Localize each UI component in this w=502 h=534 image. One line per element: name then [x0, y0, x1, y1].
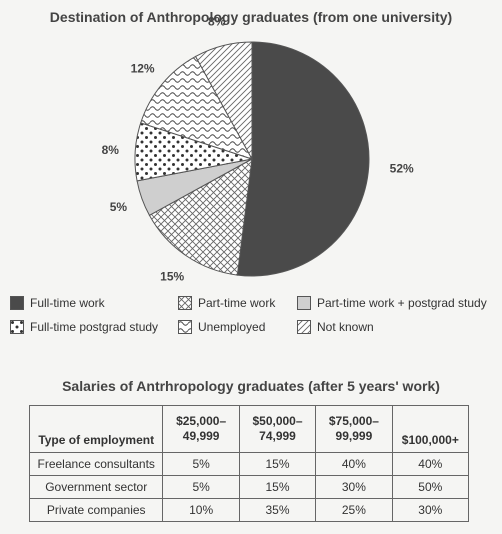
legend-swatch-crosshatch [178, 296, 192, 310]
salary-table: Type of employment $25,000– 49,999 $50,0… [28, 405, 470, 522]
table-cell: 50% [391, 475, 470, 499]
pie-slice-unemployed [140, 55, 254, 160]
legend-swatch-solid-dark [10, 296, 24, 310]
table-cell: 25% [315, 498, 393, 522]
table-cell: 30% [315, 475, 393, 499]
table-title: Salaries of Antrhropology graduates (aft… [62, 378, 440, 394]
column-header-line: $50,000– [252, 414, 303, 428]
pie-slice-full-time-work [236, 41, 370, 277]
legend-label: Unemployed [198, 320, 266, 334]
table-cell: 40% [315, 452, 393, 476]
column-header-line: $25,000– [176, 414, 227, 428]
column-header-type: Type of employment [28, 405, 164, 453]
pie-slice-value-label: 15% [160, 269, 184, 283]
legend-swatch-light-grey [297, 296, 311, 310]
pie-slice-value-label: 52% [390, 161, 414, 175]
pie-chart: 52% 15% 5% 8% 12% 8% [102, 15, 414, 284]
column-header-band-2: $50,000– 74,999 [238, 405, 317, 453]
legend-label: Full-time work [30, 296, 105, 310]
legend-label: Part-time work + postgrad study [317, 296, 487, 310]
table-cell: 10% [162, 498, 240, 522]
table-cell: 15% [238, 452, 317, 476]
pie-slice-value-label: 5% [110, 200, 128, 214]
legend-item-part-time-postgrad: Part-time work + postgrad study [297, 296, 487, 310]
row-label: Freelance consultants [28, 452, 164, 476]
pie-legend: Full-time work Part-time work Part-time … [10, 296, 502, 340]
legend-swatch-wavy [178, 320, 192, 334]
table-cell: 5% [162, 475, 240, 499]
column-header-line: 49,999 [182, 429, 220, 443]
pie-slice-not-known [194, 41, 253, 160]
pie-slice-value-label: 8% [208, 15, 226, 29]
table-cell: 35% [238, 498, 317, 522]
table-cell: 40% [391, 452, 470, 476]
legend-label: Part-time work [198, 296, 276, 310]
legend-item-full-time-work: Full-time work [10, 296, 105, 310]
pie-slice-part-time-work [148, 158, 253, 276]
legend-label: Not known [317, 320, 374, 334]
column-header-line: 74,999 [259, 429, 296, 443]
column-header-line: Type of employment [38, 433, 155, 447]
table-cell: 5% [162, 452, 240, 476]
column-header-line: 99,999 [335, 429, 373, 443]
table-row: Private companies 10% 35% 25% 30% [28, 498, 470, 522]
table-header-row: Type of employment $25,000– 49,999 $50,0… [28, 405, 470, 453]
row-label: Private companies [28, 498, 164, 522]
table-row: Government sector 5% 15% 30% 50% [28, 475, 470, 499]
column-header-band-4: $100,000+ [391, 405, 470, 453]
legend-label: Full-time postgrad study [30, 320, 159, 334]
table-cell: 15% [238, 475, 317, 499]
legend-item-full-time-postgrad: Full-time postgrad study [10, 320, 158, 334]
pie-slice-value-label: 8% [102, 143, 120, 157]
column-header-line: $100,000+ [401, 433, 459, 447]
legend-item-unemployed: Unemployed [178, 320, 265, 334]
pie-slice-value-label: 12% [131, 62, 155, 76]
column-header-line: $75,000– [328, 414, 379, 428]
legend-swatch-dots [10, 320, 24, 334]
legend-item-part-time-work: Part-time work [178, 296, 275, 310]
pie-chart-title: Destination of Anthropology graduates (f… [49, 9, 453, 25]
table-cell: 30% [391, 498, 470, 522]
legend-swatch-diagonal [297, 320, 311, 334]
legend-item-not-known: Not known [297, 320, 374, 334]
column-header-band-1: $25,000– 49,999 [162, 405, 240, 453]
column-header-band-3: $75,000– 99,999 [315, 405, 393, 453]
table-row: Freelance consultants 5% 15% 40% 40% [28, 452, 470, 476]
row-label: Government sector [28, 475, 164, 499]
